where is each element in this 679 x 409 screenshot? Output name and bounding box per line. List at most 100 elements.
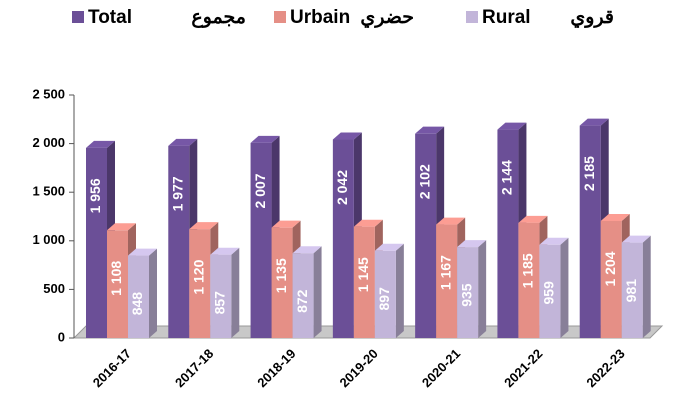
value-label: 857 (211, 291, 227, 315)
bar-front (600, 220, 622, 338)
value-label: 2 042 (334, 170, 350, 205)
bar-top (518, 215, 548, 223)
legend-label: Rural (482, 7, 531, 28)
bar-front (539, 244, 561, 338)
bar (621, 235, 651, 338)
x-tick-label: 2016-17 (90, 346, 134, 390)
bar-side (560, 237, 569, 338)
value-label: 848 (129, 292, 145, 316)
x-tick-label: 2017-18 (172, 346, 216, 390)
bar-front (332, 139, 354, 338)
value-label: 1 167 (437, 255, 453, 290)
bar-side (231, 247, 240, 338)
bar-front (210, 254, 232, 338)
bar-top (86, 140, 115, 148)
legend-label-ar: قروي (570, 7, 614, 29)
bar-top (107, 223, 136, 231)
value-label: 1 135 (273, 258, 289, 293)
value-label: 872 (294, 289, 310, 313)
value-label: 1 185 (520, 253, 536, 288)
bar-top (374, 243, 404, 251)
value-label: 2 185 (581, 156, 597, 191)
bar-front (415, 133, 437, 338)
bar-front (436, 224, 458, 338)
legend-label: Urbain (290, 7, 350, 28)
bar-front (579, 125, 601, 338)
bar (457, 240, 487, 338)
bar-side (478, 240, 487, 338)
y-tick-label: 2 500 (32, 86, 65, 101)
value-label: 1 120 (190, 259, 206, 294)
bar-side (642, 235, 651, 338)
bar-front (518, 222, 540, 338)
value-label: 897 (376, 287, 392, 311)
bar-front (271, 227, 293, 338)
y-tick-label: 2 000 (32, 135, 65, 150)
y-tick-label: 1 000 (32, 232, 65, 247)
bar-front (250, 142, 272, 338)
x-tick-label: 2019-20 (337, 346, 381, 390)
bar-top (353, 219, 383, 227)
bar (539, 237, 569, 338)
bar (210, 247, 240, 338)
bar-top (292, 246, 322, 254)
x-tick-label: 2022-23 (583, 346, 627, 390)
bar-front (189, 229, 211, 338)
bar-top (457, 240, 487, 248)
bar-front (457, 247, 479, 338)
value-label: 2 007 (252, 173, 268, 208)
bar-top (497, 122, 527, 130)
x-tick-label: 2020-21 (419, 346, 463, 390)
bar (292, 246, 322, 338)
bar-side (149, 248, 157, 338)
bar-top (271, 220, 301, 228)
y-tick-label: 0 (58, 329, 65, 344)
value-label: 1 145 (355, 257, 371, 292)
legend-swatch (274, 11, 286, 23)
bar-top (210, 247, 240, 255)
bar (128, 248, 157, 338)
value-label: 959 (541, 281, 557, 305)
bar-top (168, 138, 198, 146)
legend-label: Total (88, 7, 132, 28)
bar-front (128, 255, 149, 338)
bar-top (579, 118, 609, 126)
bar-front (168, 145, 190, 338)
bar-top (332, 132, 362, 140)
value-label: 2 102 (416, 164, 432, 199)
bar-front (497, 129, 519, 338)
legend-swatch (466, 11, 478, 23)
value-label: 2 144 (499, 160, 515, 195)
bar (374, 243, 404, 338)
bar-top (128, 248, 157, 256)
bar-top (189, 222, 219, 230)
bar-top (600, 213, 630, 221)
bar-top (250, 135, 280, 143)
legend-label-ar: حضري (360, 7, 414, 29)
value-label: 1 977 (169, 176, 185, 211)
value-label: 1 204 (602, 251, 618, 286)
bar-front (86, 147, 107, 338)
bar-side (313, 246, 322, 338)
value-label: 1 956 (87, 178, 103, 213)
bar-front (374, 250, 396, 338)
bar-front (292, 253, 314, 338)
bar-side (395, 243, 404, 338)
bar-front (107, 230, 128, 338)
value-label: 1 108 (108, 261, 124, 296)
bar-front (621, 242, 643, 338)
bar-top (436, 217, 466, 225)
x-tick-label: 2021-22 (501, 346, 545, 390)
y-tick-label: 1 500 (32, 184, 65, 199)
x-tick-label: 2018-19 (254, 346, 298, 390)
value-label: 935 (458, 283, 474, 307)
bar-top (621, 235, 651, 243)
y-tick-label: 500 (43, 281, 65, 296)
legend-label-ar: مجموع (191, 7, 246, 28)
bar-top (415, 126, 445, 134)
legend-swatch (72, 11, 84, 23)
value-label: 981 (623, 279, 639, 303)
bar-top (539, 237, 569, 245)
bar-front (353, 226, 375, 338)
